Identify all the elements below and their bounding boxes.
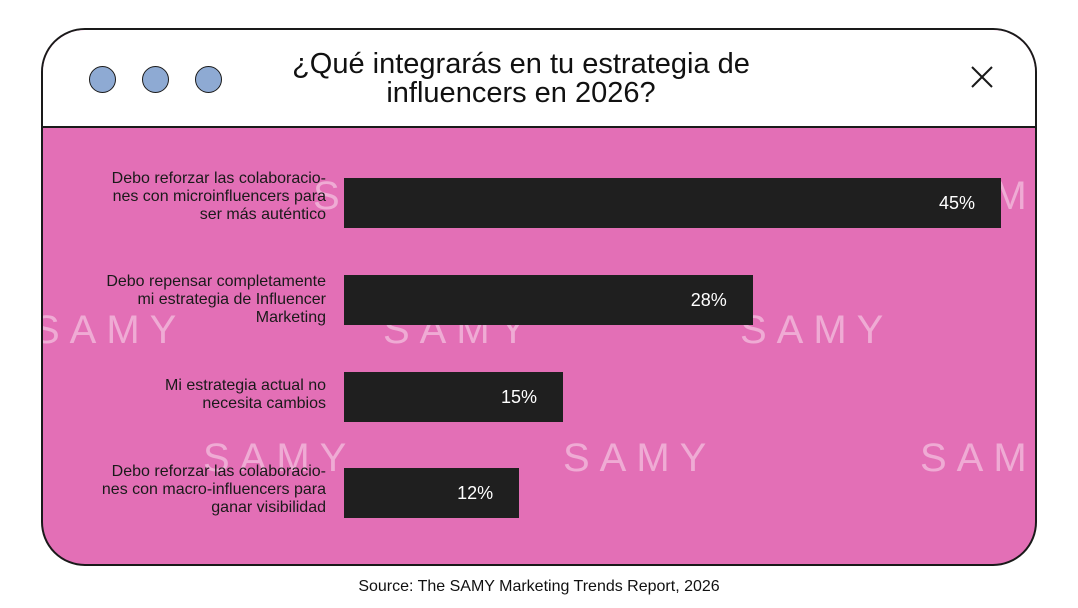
category-label-line: necesita cambios [202, 395, 326, 412]
category-label: Debo reforzar las colaboracio- nes con m… [56, 170, 326, 224]
category-label-line: nes con macro-influencers para [101, 481, 326, 498]
category-label-line: Marketing [255, 309, 326, 326]
window-dot-3 [195, 66, 222, 93]
chart-window: ¿Qué integrarás en tu estrategia de infl… [41, 28, 1037, 566]
bar-value-label: 45% [938, 193, 975, 213]
source-note: Source: The SAMY Marketing Trends Report… [358, 578, 720, 595]
bar-value-label: 28% [690, 290, 727, 310]
bar [344, 178, 1001, 228]
window-dot-1 [89, 66, 116, 93]
category-label-line: Mi estrategia actual no [165, 377, 326, 394]
watermark: SAMY [740, 308, 894, 352]
category-label-line: ser más auténtico [199, 206, 326, 223]
title-bar: ¿Qué integrarás en tu estrategia de infl… [43, 30, 1035, 128]
watermark: SAMY [563, 436, 717, 480]
category-label: Mi estrategia actual no necesita cambios [56, 377, 326, 413]
close-icon[interactable] [969, 64, 995, 90]
watermark: SAMY [920, 436, 1037, 480]
bar [344, 372, 563, 422]
chart-title: ¿Qué integrarás en tu estrategia de infl… [292, 48, 750, 109]
bar [344, 275, 753, 325]
category-label: Debo repensar completamente mi estrategi… [56, 273, 326, 327]
bar [344, 468, 520, 518]
plot-area: SAMY SAMY SAMY SAMY SAMY SAMY SAMY SAMY … [43, 128, 1037, 564]
bar-value-label: 15% [500, 387, 537, 407]
category-label-line: Debo reforzar las colaboracio- [111, 170, 326, 187]
category-label-line: nes con microinfluencers para [112, 188, 326, 205]
category-label-line: Debo reforzar las colaboracio- [111, 463, 326, 480]
window-dot-2 [142, 66, 169, 93]
bar-value-label: 12% [457, 483, 494, 503]
category-label-line: mi estrategia de Influencer [137, 291, 326, 308]
category-label: Debo reforzar las colaboracio- nes con m… [56, 463, 326, 517]
category-label-line: ganar visibilidad [211, 499, 326, 516]
category-label-line: Debo repensar completamente [106, 273, 326, 290]
